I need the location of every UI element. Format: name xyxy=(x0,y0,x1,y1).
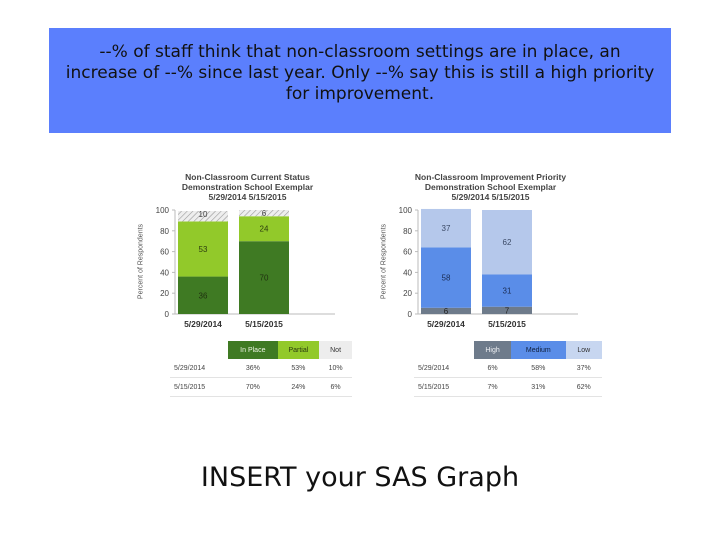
priority-cell: 58% xyxy=(511,359,566,378)
bar-segment-low xyxy=(482,210,532,275)
x-tick-label: 5/15/2015 xyxy=(488,319,526,329)
bar-value-label: 58 xyxy=(442,274,451,283)
status-cell: 24% xyxy=(277,377,320,397)
chart-status-title: Non-Classroom Current Status xyxy=(185,172,310,182)
bar-value-label: 36 xyxy=(199,291,208,300)
priority-cell: 62% xyxy=(565,377,602,397)
priority-row-label: 5/29/2014 xyxy=(414,359,474,378)
priority-cell: 37% xyxy=(565,359,602,378)
priority-cell: 6% xyxy=(474,359,512,378)
summary-text: --% of staff think that non-classroom se… xyxy=(65,42,655,104)
footer-caption: INSERT your SAS Graph xyxy=(200,462,520,493)
status-cell: 36% xyxy=(228,359,278,378)
status-cell: 53% xyxy=(277,359,320,378)
bar-segment-in-place xyxy=(239,241,289,314)
x-tick-label: 5/29/2014 xyxy=(184,319,222,329)
bar-value-label: 53 xyxy=(199,245,208,254)
bar-segment-partial xyxy=(178,221,228,277)
x-tick-label: 5/15/2015 xyxy=(245,319,283,329)
chart-priority-title-block: Non-Classroom Improvement Priority Demon… xyxy=(413,172,568,202)
status-cell: 70% xyxy=(228,377,278,397)
status-header-not: Not xyxy=(319,341,352,359)
status-cell: 10% xyxy=(319,359,352,378)
priority-cell: 7% xyxy=(474,377,512,397)
status-data-table: In Place Partial Not 5/29/2014 36% 53% 1… xyxy=(170,341,352,397)
chart-priority-plot: 0 20 40 60 80 100 6 58 37 5/29/2014 7 31 62 5/15/2015 xyxy=(399,206,578,329)
status-row-label: 5/15/2015 xyxy=(170,377,228,397)
y-tick-label: 0 xyxy=(165,310,170,319)
bar-value-label: 10 xyxy=(199,210,208,219)
status-header-partial: Partial xyxy=(277,341,320,359)
chart-status-dates: 5/29/2014 5/15/2015 xyxy=(208,192,287,202)
status-header-in-place: In Place xyxy=(228,341,278,359)
y-tick-label: 80 xyxy=(160,227,169,236)
bar-value-label: 62 xyxy=(503,238,512,247)
bar-segment-partial xyxy=(239,216,289,242)
y-tick-label: 100 xyxy=(156,206,170,215)
chart-priority-dates: 5/29/2014 5/15/2015 xyxy=(451,192,530,202)
bar-segment-low xyxy=(421,208,471,248)
priority-header-medium: Medium xyxy=(511,341,566,359)
y-tick-label: 60 xyxy=(160,248,169,257)
priority-header-high: High xyxy=(474,341,512,359)
summary-banner: --% of staff think that non-classroom se… xyxy=(49,28,671,133)
priority-header-low: Low xyxy=(565,341,602,359)
priority-data-table: High Medium Low 5/29/2014 6% 58% 37% 5/1… xyxy=(414,341,602,397)
bar-value-label: 31 xyxy=(503,287,512,296)
table-row: 5/29/2014 36% 53% 10% xyxy=(170,359,352,378)
bar-value-label: 37 xyxy=(442,224,451,233)
y-tick-label: 0 xyxy=(408,310,413,319)
chart-status-plot: 0 20 40 60 80 100 36 53 10 5/29/2014 70 24 6 5/15/201… xyxy=(156,206,335,329)
y-tick-label: 40 xyxy=(403,268,412,277)
bar-segment-not xyxy=(239,210,289,217)
bar-value-label: 7 xyxy=(505,306,510,315)
bar-segment-not xyxy=(178,211,228,222)
chart-priority-subtitle: Demonstration School Exemplar xyxy=(424,182,557,192)
x-tick-label: 5/29/2014 xyxy=(427,319,465,329)
bar-segment-in-place xyxy=(178,276,228,314)
bar-value-label: 6 xyxy=(262,209,267,218)
status-row-label: 5/29/2014 xyxy=(170,359,228,378)
chart-status-title-block: Non-Classroom Current Status Demonstrati… xyxy=(170,172,325,202)
y-tick-label: 40 xyxy=(160,268,169,277)
priority-row-label: 5/15/2015 xyxy=(414,377,474,397)
bar-value-label: 6 xyxy=(444,307,449,316)
y-tick-label: 20 xyxy=(403,289,412,298)
y-tick-label: 100 xyxy=(399,206,413,215)
status-cell: 6% xyxy=(319,377,352,397)
table-row: 5/15/2015 70% 24% 6% xyxy=(170,377,352,397)
table-row: 5/29/2014 6% 58% 37% xyxy=(414,359,602,378)
table-row: 5/15/2015 7% 31% 62% xyxy=(414,377,602,397)
bar-segment-medium xyxy=(482,274,532,307)
bar-value-label: 24 xyxy=(260,225,269,234)
priority-cell: 31% xyxy=(511,377,566,397)
chart-priority-title: Non-Classroom Improvement Priority xyxy=(414,172,567,182)
bar-segment-high xyxy=(482,306,532,314)
chart-status-subtitle: Demonstration School Exemplar xyxy=(181,182,314,192)
y-tick-label: 20 xyxy=(160,289,169,298)
y-tick-label: 60 xyxy=(403,248,412,257)
y-tick-label: 80 xyxy=(403,227,412,236)
bar-segment-high xyxy=(421,307,471,314)
bar-value-label: 70 xyxy=(260,274,269,283)
bar-segment-medium xyxy=(421,247,471,308)
